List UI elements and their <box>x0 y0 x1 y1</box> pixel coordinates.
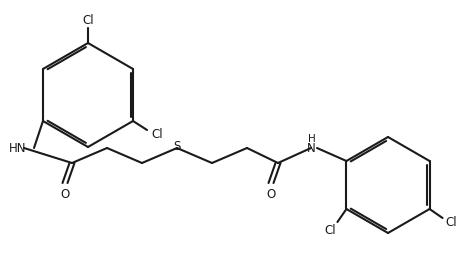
Text: N: N <box>307 142 315 155</box>
Text: H: H <box>308 134 316 144</box>
Text: S: S <box>173 141 181 154</box>
Text: Cl: Cl <box>325 225 336 238</box>
Text: Cl: Cl <box>82 14 94 27</box>
Text: O: O <box>266 187 276 200</box>
Text: Cl: Cl <box>446 217 457 229</box>
Text: HN: HN <box>8 142 26 155</box>
Text: Cl: Cl <box>151 127 163 141</box>
Text: O: O <box>60 187 70 200</box>
